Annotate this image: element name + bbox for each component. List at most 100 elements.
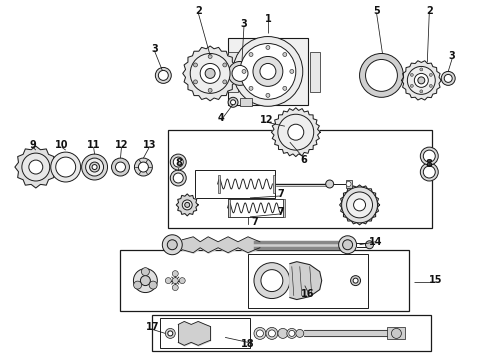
- Bar: [228, 199, 230, 217]
- Circle shape: [200, 63, 220, 84]
- Circle shape: [134, 281, 142, 289]
- Circle shape: [420, 163, 438, 181]
- Circle shape: [173, 157, 183, 167]
- Circle shape: [269, 330, 275, 337]
- Circle shape: [165, 328, 175, 338]
- Text: 17: 17: [146, 323, 159, 332]
- Circle shape: [185, 202, 190, 207]
- Circle shape: [290, 69, 294, 73]
- Circle shape: [423, 150, 435, 162]
- Circle shape: [353, 278, 358, 283]
- Circle shape: [22, 153, 50, 181]
- Circle shape: [429, 84, 432, 87]
- Circle shape: [228, 62, 252, 85]
- Circle shape: [283, 86, 287, 90]
- Text: 7: 7: [277, 189, 284, 199]
- Circle shape: [208, 54, 212, 58]
- Circle shape: [205, 68, 215, 78]
- Circle shape: [242, 69, 246, 73]
- Circle shape: [208, 88, 212, 92]
- Circle shape: [420, 68, 423, 71]
- Text: 15: 15: [429, 275, 442, 285]
- Text: 8: 8: [426, 159, 433, 169]
- Circle shape: [141, 276, 150, 285]
- Text: 8: 8: [176, 158, 183, 168]
- Text: 5: 5: [373, 6, 380, 15]
- Circle shape: [56, 157, 75, 177]
- Circle shape: [415, 73, 428, 87]
- Circle shape: [346, 181, 351, 186]
- Circle shape: [162, 235, 182, 255]
- Circle shape: [138, 162, 148, 172]
- Circle shape: [339, 236, 357, 254]
- Circle shape: [287, 328, 297, 338]
- Circle shape: [420, 147, 438, 165]
- Bar: [152, 315, 431, 351]
- Circle shape: [289, 330, 295, 336]
- Circle shape: [194, 63, 197, 67]
- Text: 7: 7: [277, 207, 284, 217]
- Circle shape: [441, 71, 455, 85]
- Circle shape: [288, 124, 304, 140]
- Circle shape: [116, 162, 125, 172]
- Circle shape: [233, 37, 303, 106]
- Circle shape: [190, 54, 230, 93]
- Text: 3: 3: [449, 51, 456, 62]
- Circle shape: [172, 271, 178, 276]
- Circle shape: [29, 160, 43, 174]
- Text: 4: 4: [218, 113, 224, 123]
- Circle shape: [407, 67, 435, 94]
- Bar: [273, 175, 275, 193]
- Circle shape: [366, 59, 397, 91]
- Circle shape: [232, 66, 248, 81]
- Text: 3: 3: [241, 19, 247, 28]
- Text: 12: 12: [115, 140, 128, 150]
- Circle shape: [112, 158, 129, 176]
- Polygon shape: [183, 46, 238, 101]
- Circle shape: [254, 328, 266, 339]
- Circle shape: [261, 270, 283, 292]
- Circle shape: [429, 73, 432, 76]
- Text: 2: 2: [426, 6, 433, 15]
- Circle shape: [266, 93, 270, 97]
- Polygon shape: [340, 185, 379, 225]
- Bar: [240, 98, 252, 106]
- Circle shape: [182, 200, 192, 210]
- Circle shape: [366, 241, 373, 249]
- Bar: [228, 37, 308, 105]
- Circle shape: [249, 53, 253, 57]
- Polygon shape: [271, 108, 320, 157]
- Circle shape: [342, 187, 377, 223]
- Circle shape: [82, 154, 107, 180]
- Circle shape: [171, 170, 186, 186]
- Circle shape: [278, 328, 288, 338]
- Circle shape: [326, 180, 334, 188]
- Bar: [283, 199, 285, 217]
- Circle shape: [167, 240, 177, 250]
- Text: 10: 10: [55, 140, 69, 150]
- Circle shape: [253, 57, 283, 86]
- Circle shape: [260, 63, 276, 80]
- Text: 16: 16: [301, 289, 315, 298]
- Text: 3: 3: [151, 44, 158, 54]
- Circle shape: [343, 240, 353, 250]
- Circle shape: [360, 54, 403, 97]
- Circle shape: [410, 84, 414, 87]
- Circle shape: [228, 97, 238, 107]
- Circle shape: [444, 75, 452, 82]
- Circle shape: [231, 100, 236, 105]
- Circle shape: [51, 152, 81, 182]
- Circle shape: [92, 165, 97, 170]
- Circle shape: [254, 263, 290, 298]
- Circle shape: [168, 331, 173, 336]
- Text: 12: 12: [260, 115, 274, 125]
- Circle shape: [240, 44, 296, 99]
- Circle shape: [266, 45, 270, 50]
- Circle shape: [171, 154, 186, 170]
- Circle shape: [158, 71, 168, 80]
- Circle shape: [354, 199, 366, 211]
- Circle shape: [194, 80, 197, 84]
- Circle shape: [155, 67, 172, 84]
- Text: 9: 9: [29, 140, 36, 150]
- Text: 18: 18: [241, 339, 255, 349]
